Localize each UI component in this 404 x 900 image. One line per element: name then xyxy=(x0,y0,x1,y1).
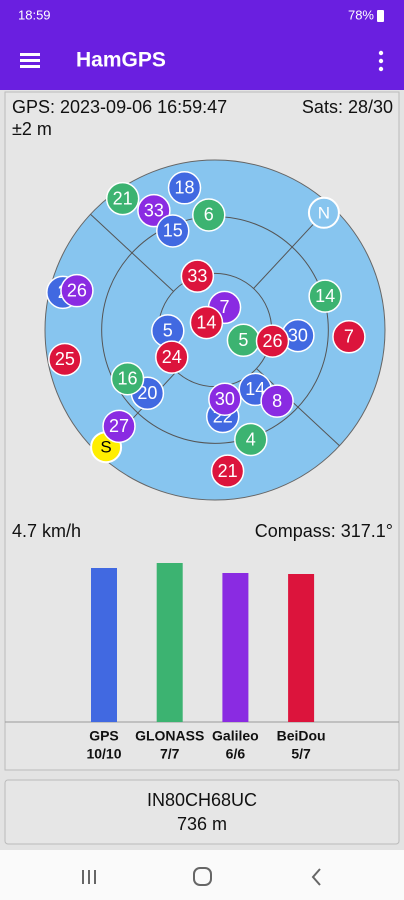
satellite-label: 21 xyxy=(113,188,133,208)
satellite-label: 33 xyxy=(187,266,207,286)
bar xyxy=(156,563,183,722)
satellite xyxy=(192,198,226,232)
count-label: 7/7 xyxy=(160,746,180,762)
gps-time: GPS: 2023-09-06 16:59:47 xyxy=(12,97,227,117)
category-label: Galileo xyxy=(212,728,259,744)
satellite xyxy=(332,320,366,354)
nav-bar xyxy=(0,850,404,900)
satellite xyxy=(110,361,145,396)
satellite-label: 21 xyxy=(218,461,238,481)
satellite-label: 27 xyxy=(109,416,129,436)
azimuth-line xyxy=(256,368,340,447)
app-title: HamGPS xyxy=(76,49,166,72)
satellite-label: 18 xyxy=(174,178,194,198)
bar xyxy=(288,574,315,722)
satellite-label: 26 xyxy=(262,331,282,351)
satellite-label: 16 xyxy=(118,368,138,388)
azimuth-line xyxy=(90,213,174,292)
satellite-label: 20 xyxy=(137,383,157,403)
satellite-label: 26 xyxy=(67,280,87,300)
grid-locator: IN80CH68UC xyxy=(147,790,257,810)
status-time: 18:59 xyxy=(18,7,51,22)
satellite xyxy=(210,454,245,488)
satellite xyxy=(48,342,82,377)
category-label: GPS xyxy=(89,728,119,744)
satellite-label: 5 xyxy=(163,321,173,341)
bar-chart: GPS 10/10 GLONASS 7/7 Galileo 6/6 BeiDou 5/7 xyxy=(86,563,326,762)
compass-label: N xyxy=(318,203,330,222)
bar xyxy=(222,573,249,722)
satellite-label: 30 xyxy=(288,325,308,345)
satellite xyxy=(255,324,290,358)
category-label: BeiDou xyxy=(277,728,326,744)
satellite-label: 7 xyxy=(220,297,230,317)
compass-label: S xyxy=(100,438,111,457)
satellite-label: 5 xyxy=(238,330,248,350)
category-label: GLONASS xyxy=(135,728,204,744)
count-label: 5/7 xyxy=(291,746,311,762)
satellite-label: 4 xyxy=(246,429,256,449)
satellite xyxy=(105,181,140,216)
sky-plot: NS21183361522625337514524302614720162722… xyxy=(44,159,386,501)
satellite-label: 6 xyxy=(204,205,214,225)
satellite-label: 14 xyxy=(245,379,265,399)
satellite-label: 14 xyxy=(315,286,335,306)
satellite-label: 25 xyxy=(55,349,75,369)
status-battery: 78% xyxy=(348,7,374,22)
satellite xyxy=(308,279,342,313)
satellite xyxy=(155,340,189,374)
satellite-label: 14 xyxy=(196,312,216,332)
satellite xyxy=(189,305,224,340)
satellite-label: 30 xyxy=(215,389,235,409)
accuracy: ±2 m xyxy=(12,119,52,139)
compass-marker xyxy=(307,196,340,229)
satellite-label: 24 xyxy=(162,347,182,367)
home-button[interactable] xyxy=(193,867,212,886)
satellite-label: 33 xyxy=(144,200,164,220)
app-header xyxy=(0,0,404,90)
satellite xyxy=(208,382,242,416)
count-label: 6/6 xyxy=(226,746,246,762)
satellite-label: 15 xyxy=(163,221,183,241)
satellite xyxy=(180,259,215,293)
satellite xyxy=(234,422,268,457)
satellite xyxy=(60,273,94,308)
speed: 4.7 km/h xyxy=(12,521,81,541)
satellite xyxy=(156,214,190,248)
bar xyxy=(91,568,117,722)
menu-button[interactable] xyxy=(20,53,40,68)
back-button[interactable] xyxy=(311,868,321,886)
battery-icon xyxy=(377,10,384,22)
satellite-label: 7 xyxy=(344,327,354,347)
satellite xyxy=(260,384,294,418)
count-label: 10/10 xyxy=(86,746,121,762)
location-button[interactable] xyxy=(4,779,400,845)
satellite xyxy=(102,409,136,444)
recents-button[interactable] xyxy=(82,870,96,884)
sats-count: Sats: 28/30 xyxy=(302,97,393,117)
altitude: 736 m xyxy=(177,814,227,834)
compass: Compass: 317.1° xyxy=(255,521,393,541)
satellite-label: 8 xyxy=(272,391,282,411)
satellite xyxy=(167,171,202,205)
overflow-menu[interactable] xyxy=(378,50,384,72)
